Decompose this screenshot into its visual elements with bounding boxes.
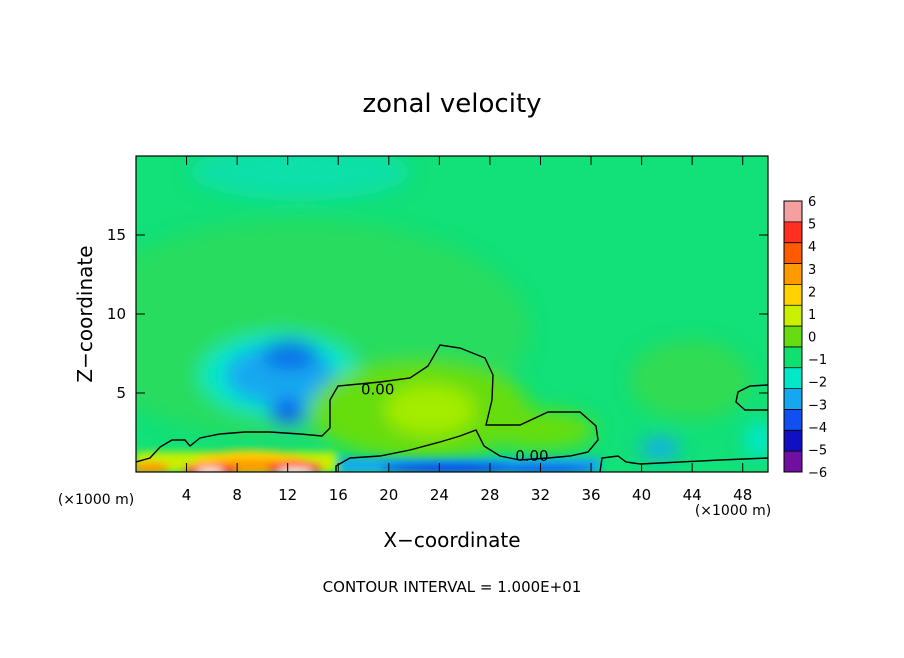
colorbar-tick-label: −1 (808, 353, 827, 368)
x-tick-label: 36 (581, 486, 600, 504)
y-tick-label: 10 (107, 305, 126, 323)
colorbar-swatch (784, 430, 802, 452)
colorbar-swatch (784, 221, 802, 243)
zero-contour-surface (599, 455, 768, 472)
colorbar-tick-label: −5 (808, 443, 827, 458)
x-axis-label: X−coordinate (383, 528, 520, 552)
colorbar-tick-label: −2 (808, 376, 827, 391)
colorbar-tick-label: 3 (808, 263, 816, 278)
x-tick-label: 8 (232, 486, 242, 504)
colorbar-tick-label: 4 (808, 240, 816, 255)
contour-labels: 0.00 0.00 (361, 381, 549, 465)
x-tick-label: 48 (733, 486, 752, 504)
contour-label: 0.00 (361, 381, 394, 399)
x-tick-label: 4 (182, 486, 192, 504)
x-tick-label: 12 (278, 486, 297, 504)
colorbar-tick-label: −3 (808, 398, 827, 413)
colorbar-swatch (784, 284, 802, 306)
colorbar-tick-label: 1 (808, 308, 816, 323)
colorbar-tick-label: 2 (808, 285, 816, 300)
y-axis-label: Z−coordinate (73, 245, 97, 382)
colorbar-swatch (784, 305, 802, 327)
colorbar-swatch (784, 451, 802, 472)
x-unit-left: (×1000 m) (58, 492, 134, 508)
y-tick-label: 15 (107, 226, 126, 244)
colorbar-tick-label: 0 (808, 331, 816, 346)
x-tick-label: 16 (329, 486, 348, 504)
colorbar-swatch (784, 326, 802, 347)
colorbar-swatch (784, 201, 802, 222)
colorbar-swatch (784, 263, 802, 285)
colorbar-tick-label: −6 (808, 466, 827, 481)
colorbar: 6 5 4 3 2 1 0 −1 −2 −3 −4 −5 −6 (783, 195, 827, 481)
contour-label: 0.00 (515, 447, 548, 465)
x-axis-ticks: 4 8 12 16 20 24 28 32 36 40 44 48 (182, 156, 752, 504)
x-tick-label: 28 (480, 486, 499, 504)
x-tick-label: 44 (683, 486, 702, 504)
velocity-field (136, 156, 768, 472)
colorbar-tick-label: 5 (808, 218, 816, 233)
x-tick-label: 24 (430, 486, 449, 504)
contour-interval-note: CONTOUR INTERVAL = 1.000E+01 (323, 578, 582, 596)
colorbar-tick-label: 6 (808, 195, 816, 210)
x-unit-right: (×1000 m) (695, 503, 771, 519)
zero-contour-main (136, 344, 599, 472)
y-tick-label: 5 (116, 384, 126, 402)
colorbar-frame (783, 200, 803, 473)
x-tick-label: 20 (379, 486, 398, 504)
colorbar-swatch (784, 346, 802, 368)
colorbar-swatch (784, 242, 802, 264)
chart-title: zonal velocity (362, 89, 541, 119)
x-tick-label: 40 (632, 486, 651, 504)
colorbar-swatch (784, 367, 802, 389)
y-axis-ticks: 5 10 15 (107, 226, 768, 402)
colorbar-swatch (784, 409, 802, 431)
colorbar-swatch (784, 388, 802, 410)
x-tick-label: 32 (531, 486, 550, 504)
zero-contour-right (735, 384, 768, 411)
colorbar-tick-label: −4 (808, 421, 827, 436)
